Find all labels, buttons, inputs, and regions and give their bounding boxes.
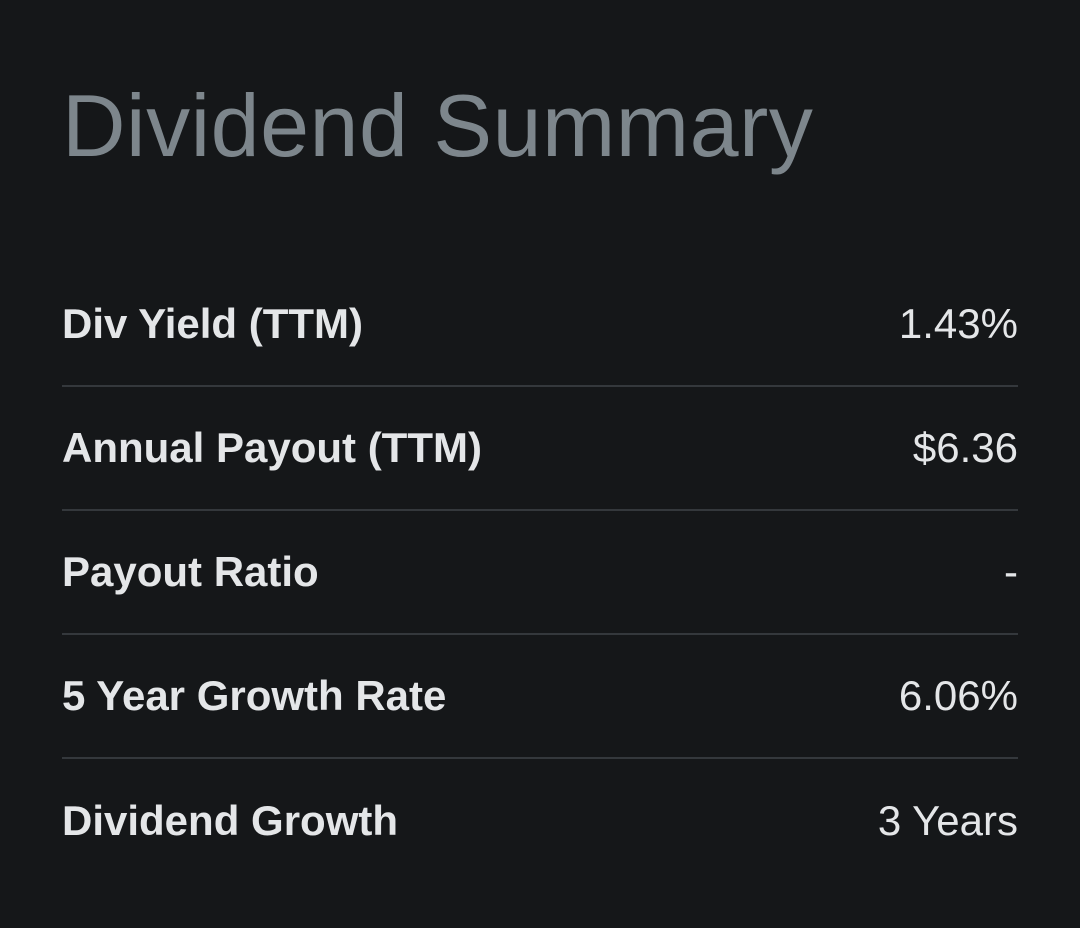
- row-value: 3 Years: [877, 797, 1018, 844]
- row-five-year-growth: 5 Year Growth Rate 6.06%: [62, 635, 1018, 759]
- row-value: $6.36: [912, 424, 1018, 471]
- row-label: Payout Ratio: [62, 548, 319, 595]
- row-label: Annual Payout (TTM): [62, 424, 482, 471]
- row-value: -: [1004, 548, 1018, 595]
- row-payout-ratio: Payout Ratio -: [62, 511, 1018, 635]
- row-label: Dividend Growth: [62, 797, 398, 844]
- dividend-summary-list: Div Yield (TTM) 1.43% Annual Payout (TTM…: [62, 263, 1018, 883]
- row-dividend-growth: Dividend Growth 3 Years: [62, 759, 1018, 883]
- row-div-yield: Div Yield (TTM) 1.43%: [62, 263, 1018, 387]
- row-label: 5 Year Growth Rate: [62, 672, 447, 719]
- section-title: Dividend Summary: [62, 76, 814, 175]
- row-value: 6.06%: [898, 672, 1018, 719]
- row-label: Div Yield (TTM): [62, 300, 364, 347]
- row-value: 1.43%: [898, 300, 1018, 347]
- row-annual-payout: Annual Payout (TTM) $6.36: [62, 387, 1018, 511]
